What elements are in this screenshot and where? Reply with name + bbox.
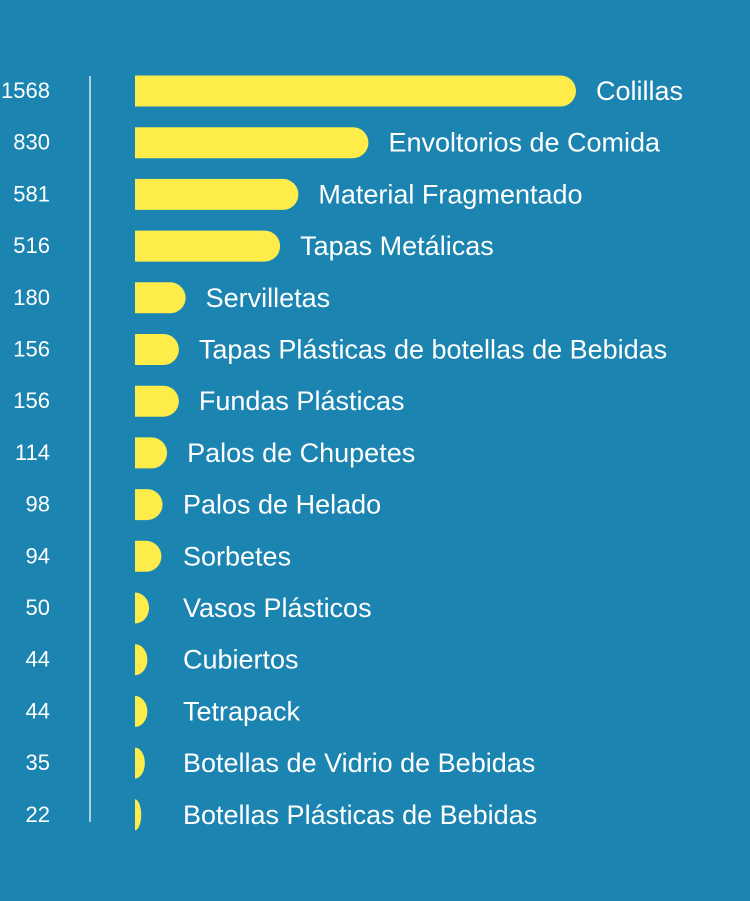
bars-layer	[135, 75, 576, 831]
bar	[135, 127, 369, 159]
bar	[135, 489, 163, 521]
value-label: 830	[13, 130, 50, 155]
value-label: 156	[13, 337, 50, 362]
value-label: 581	[13, 181, 50, 206]
value-label: 35	[26, 750, 50, 775]
value-label: 516	[13, 233, 50, 258]
bar	[135, 437, 168, 469]
category-label: Sorbetes	[183, 541, 291, 571]
bar	[135, 334, 179, 365]
value-label: 180	[13, 285, 50, 310]
value-label: 156	[13, 388, 50, 413]
category-label: Envoltorios de Comida	[388, 128, 661, 158]
category-label: Material Fragmentado	[318, 179, 582, 209]
bar	[135, 540, 162, 572]
value-label: 50	[26, 595, 50, 620]
category-label: Tapas Plásticas de botellas de Bebidas	[199, 335, 667, 365]
bar	[135, 178, 299, 210]
value-label: 44	[26, 647, 50, 672]
category-label: Palos de Chupetes	[187, 438, 415, 468]
bar	[135, 385, 179, 417]
category-label: Tetrapack	[183, 696, 301, 726]
bar	[135, 282, 186, 314]
bar	[135, 644, 148, 676]
bar	[135, 75, 576, 107]
category-label: Vasos Plásticos	[183, 593, 372, 623]
bar	[135, 592, 150, 624]
value-label: 44	[26, 698, 50, 723]
category-label: Palos de Helado	[183, 490, 381, 520]
value-label: 1568	[1, 78, 50, 103]
category-label: Tapas Metálicas	[300, 231, 494, 261]
value-label: 98	[26, 492, 50, 517]
category-labels-layer: Colillas Envoltorios de Comida Material Fr…	[183, 76, 683, 830]
bar	[135, 230, 281, 262]
category-label: Servilletas	[206, 283, 331, 313]
category-label: Botellas Plásticas de Bebidas	[183, 800, 537, 830]
value-labels-layer: 1568 830 581 516 180 156 156 114 98 94 50 44 44 35 22	[1, 78, 50, 827]
category-label: Botellas de Vidrio de Bebidas	[183, 748, 535, 778]
category-label: Fundas Plásticas	[199, 386, 405, 416]
category-label: Cubiertos	[183, 645, 299, 675]
bar	[135, 695, 148, 727]
value-label: 114	[15, 440, 50, 465]
value-label: 94	[26, 543, 50, 568]
value-label: 22	[26, 802, 50, 827]
category-label: Colillas	[596, 76, 683, 106]
bar	[135, 747, 145, 779]
bar	[135, 799, 142, 831]
